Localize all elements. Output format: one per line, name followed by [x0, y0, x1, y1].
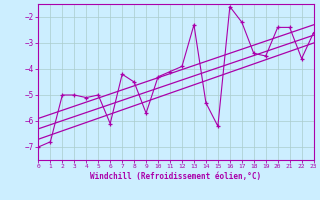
X-axis label: Windchill (Refroidissement éolien,°C): Windchill (Refroidissement éolien,°C) [91, 172, 261, 181]
